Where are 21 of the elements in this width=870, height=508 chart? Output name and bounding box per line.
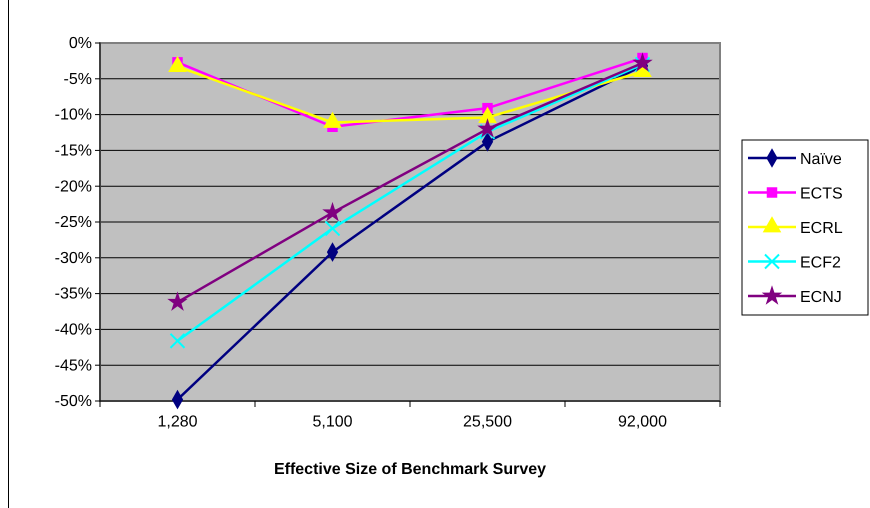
y-tick-label: -10% — [54, 106, 92, 124]
y-tick-label: -5% — [64, 70, 92, 88]
x-tick-label: 25,500 — [463, 413, 512, 430]
x-axis-title: Effective Size of Benchmark Survey — [274, 461, 546, 478]
legend-label: Naïve — [800, 151, 842, 168]
legend-label: ECNJ — [800, 289, 842, 306]
x-tick-label: 5,100 — [312, 413, 353, 430]
legend-label: ECRL — [800, 220, 843, 237]
y-tick-label: -20% — [54, 178, 92, 196]
x-tick-label: 1,280 — [157, 413, 198, 430]
legend-label: ECTS — [800, 186, 843, 202]
x-tick-label: 92,000 — [618, 413, 668, 430]
y-tick-label: -30% — [54, 250, 92, 267]
y-tick-label: 0% — [68, 35, 92, 52]
y-tick-label: -50% — [54, 393, 92, 410]
y-tick-label: -25% — [54, 214, 92, 232]
y-tick-label: -15% — [54, 142, 92, 160]
y-tick-label: -35% — [54, 286, 92, 303]
legend-label: ECF2 — [800, 254, 841, 272]
y-tick-label: -40% — [54, 322, 92, 339]
y-tick-label: -45% — [54, 357, 92, 374]
